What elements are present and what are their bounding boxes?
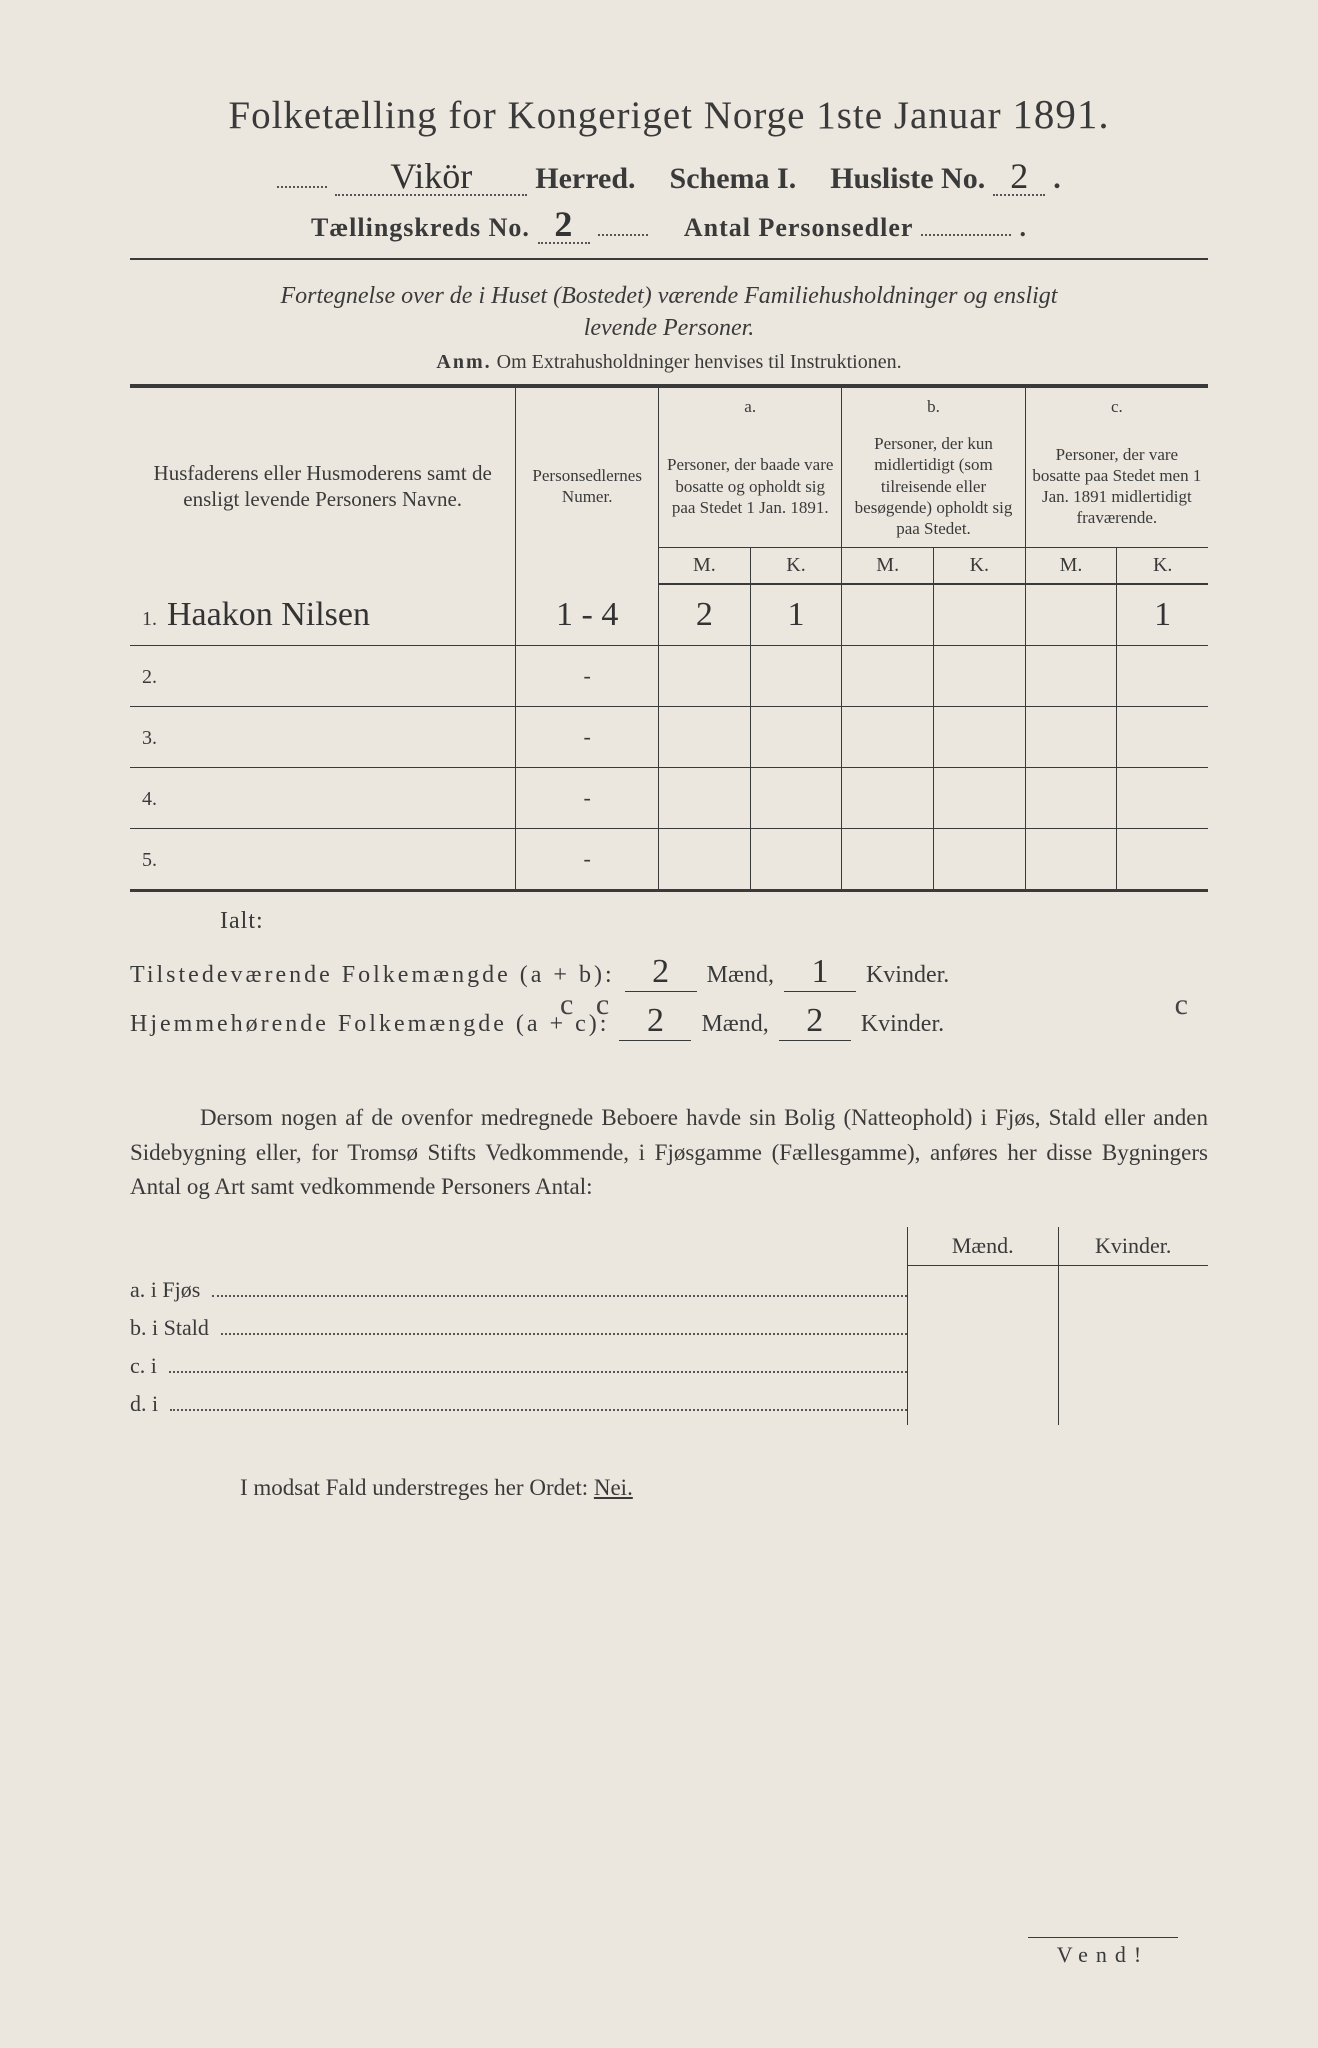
row-a: a. i Fjøs [130, 1273, 907, 1303]
herred-value: Vikör [335, 158, 527, 196]
col-a-text: Personer, der baade vare bosatte og opho… [659, 425, 842, 548]
paragraph: Dersom nogen af de ovenfor medregnede Be… [130, 1101, 1208, 1205]
husliste-label: Husliste No. [830, 162, 985, 196]
col-c-m: M. [1025, 548, 1117, 585]
table-row: 3. - [130, 707, 1208, 768]
row1-name: Haakon Nilsen [167, 596, 370, 633]
kreds-value: 2 [538, 206, 590, 244]
anm-note: Anm. Om Extrahusholdninger henvises til … [130, 351, 1208, 374]
col-b-m: M. [842, 548, 934, 585]
header-line-2: Vikör Herred. Schema I. Husliste No. 2 . [130, 156, 1208, 196]
col-b-label: b. [842, 386, 1025, 425]
present-label: Tilstedeværende Folkemængde (a + b): [130, 962, 615, 989]
col-a-k: K. [750, 548, 842, 585]
table-row: 5. - [130, 829, 1208, 891]
scribble-mark: c [1175, 988, 1188, 1022]
husliste-value: 2 [993, 158, 1045, 196]
outbuilding-right: Mænd. Kvinder. [907, 1227, 1208, 1425]
closing-line: I modsat Fald understreges her Ordet: Ne… [130, 1475, 1208, 1501]
table-row: 4. - [130, 768, 1208, 829]
dotted [598, 208, 648, 236]
title: Folketælling for Kongeriget Norge 1ste J… [130, 90, 1208, 138]
scribble-mark: c c [560, 988, 609, 1022]
col-b-text: Personer, der kun midlertidigt (som tilr… [842, 425, 1025, 548]
census-table: Husfaderens eller Husmoderens samt de en… [130, 384, 1208, 893]
totals-block: Ialt: Tilstedeværende Folkemængde (a + b… [130, 908, 1208, 1041]
title-text: Folketælling for Kongeriget Norge 1ste J… [228, 94, 1001, 137]
col-a-m: M. [659, 548, 751, 585]
row-c: c. i [130, 1349, 907, 1379]
vend-label: Vend! [1028, 1937, 1178, 1968]
outbuilding-left: a. i Fjøs b. i Stald c. i d. i [130, 1227, 907, 1425]
header-line-3: Tællingskreds No. 2 Antal Personsedler . [130, 206, 1208, 244]
col-numer-header: Personsedlernes Numer. [516, 386, 659, 585]
col-c-text: Personer, der vare bosatte paa Stedet me… [1025, 425, 1208, 548]
anm-text: Om Extrahusholdninger henvises til Instr… [497, 351, 902, 373]
total-present-row: Tilstedeværende Folkemængde (a + b): 2 M… [130, 953, 1208, 992]
census-form-page: Folketælling for Kongeriget Norge 1ste J… [0, 0, 1318, 2048]
dotted [921, 208, 1011, 236]
maend-col: Mænd. [908, 1227, 1059, 1425]
nei-word: Nei. [594, 1475, 633, 1500]
present-k: 1 [784, 953, 856, 992]
resident-label: Hjemmehørende Folkemængde (a + c): [130, 1011, 609, 1038]
divider [130, 258, 1208, 260]
col-b-k: K. [934, 548, 1026, 585]
col-names-header: Husfaderens eller Husmoderens samt de en… [130, 386, 516, 585]
table-row: 1.Haakon Nilsen 1 - 4 2 1 1 [130, 584, 1208, 646]
kvinder-col: Kvinder. [1059, 1227, 1209, 1425]
schema-label: Schema I. [670, 162, 797, 196]
kreds-label: Tællingskreds No. [311, 213, 530, 243]
row-b: b. i Stald [130, 1311, 907, 1341]
present-m: 2 [625, 953, 697, 992]
total-resident-row: Hjemmehørende Folkemængde (a + c): 2 Mæn… [130, 1002, 1208, 1041]
herred-label: Herred. [535, 162, 635, 196]
col-c-k: K. [1117, 548, 1208, 585]
resident-m: 2 [619, 1002, 691, 1041]
row1-num: 1 - 4 [556, 596, 618, 633]
subhead-line1: Fortegnelse over de i Huset (Bostedet) v… [281, 283, 1058, 309]
subhead-line2: levende Personer. [584, 315, 755, 341]
ialt-label: Ialt: [220, 908, 1208, 935]
col-c-label: c. [1025, 386, 1208, 425]
subheading: Fortegnelse over de i Huset (Bostedet) v… [130, 280, 1208, 345]
row-d: d. i [130, 1387, 907, 1417]
antal-label: Antal Personsedler [684, 213, 914, 243]
dotted-prefix [277, 156, 327, 188]
anm-label: Anm. [436, 351, 491, 373]
resident-k: 2 [779, 1002, 851, 1041]
col-a-label: a. [659, 386, 842, 425]
title-year: 1891. [1012, 91, 1109, 137]
outbuilding-table: a. i Fjøs b. i Stald c. i d. i Mænd. Kvi… [130, 1227, 1208, 1425]
table-row: 2. - [130, 646, 1208, 707]
